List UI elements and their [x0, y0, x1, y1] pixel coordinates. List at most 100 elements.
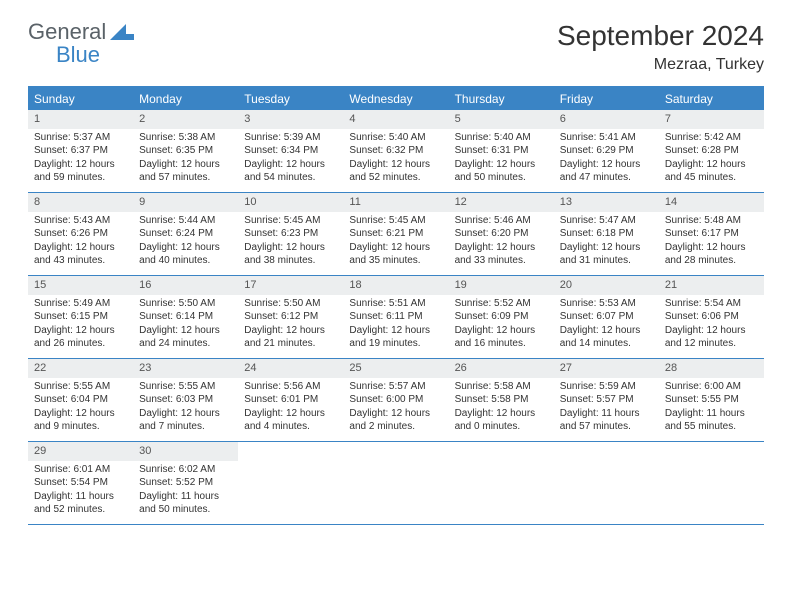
day-body: Sunrise: 5:44 AMSunset: 6:24 PMDaylight:… [133, 212, 238, 272]
day-body: Sunrise: 6:00 AMSunset: 5:55 PMDaylight:… [659, 378, 764, 438]
day-cell: 1Sunrise: 5:37 AMSunset: 6:37 PMDaylight… [28, 110, 133, 192]
day-cell: 8Sunrise: 5:43 AMSunset: 6:26 PMDaylight… [28, 193, 133, 275]
daylight-text: Daylight: 12 hours and 28 minutes. [665, 241, 758, 268]
daylight-text: Daylight: 12 hours and 57 minutes. [139, 158, 232, 185]
sunset-text: Sunset: 6:37 PM [34, 144, 127, 158]
day-body: Sunrise: 5:46 AMSunset: 6:20 PMDaylight:… [449, 212, 554, 272]
day-body: Sunrise: 5:48 AMSunset: 6:17 PMDaylight:… [659, 212, 764, 272]
day-cell: 11Sunrise: 5:45 AMSunset: 6:21 PMDayligh… [343, 193, 448, 275]
day-cell: 26Sunrise: 5:58 AMSunset: 5:58 PMDayligh… [449, 359, 554, 441]
week-row: 22Sunrise: 5:55 AMSunset: 6:04 PMDayligh… [28, 359, 764, 442]
day-cell: 22Sunrise: 5:55 AMSunset: 6:04 PMDayligh… [28, 359, 133, 441]
day-number: 1 [28, 110, 133, 129]
sunrise-text: Sunrise: 5:48 AM [665, 214, 758, 228]
day-body: Sunrise: 5:45 AMSunset: 6:23 PMDaylight:… [238, 212, 343, 272]
sunrise-text: Sunrise: 5:47 AM [560, 214, 653, 228]
sunrise-text: Sunrise: 5:54 AM [665, 297, 758, 311]
day-body: Sunrise: 5:45 AMSunset: 6:21 PMDaylight:… [343, 212, 448, 272]
day-cell: 6Sunrise: 5:41 AMSunset: 6:29 PMDaylight… [554, 110, 659, 192]
daylight-text: Daylight: 12 hours and 35 minutes. [349, 241, 442, 268]
day-number: 11 [343, 193, 448, 212]
title-block: September 2024 Mezraa, Turkey [557, 20, 764, 74]
sunrise-text: Sunrise: 5:53 AM [560, 297, 653, 311]
day-number: 28 [659, 359, 764, 378]
day-body: Sunrise: 6:02 AMSunset: 5:52 PMDaylight:… [133, 461, 238, 521]
day-number: 25 [343, 359, 448, 378]
sunset-text: Sunset: 6:26 PM [34, 227, 127, 241]
day-cell-empty [659, 442, 764, 524]
daylight-text: Daylight: 12 hours and 45 minutes. [665, 158, 758, 185]
day-cell: 14Sunrise: 5:48 AMSunset: 6:17 PMDayligh… [659, 193, 764, 275]
day-cell: 28Sunrise: 6:00 AMSunset: 5:55 PMDayligh… [659, 359, 764, 441]
daylight-text: Daylight: 12 hours and 54 minutes. [244, 158, 337, 185]
daylight-text: Daylight: 12 hours and 4 minutes. [244, 407, 337, 434]
day-cell: 7Sunrise: 5:42 AMSunset: 6:28 PMDaylight… [659, 110, 764, 192]
sunrise-text: Sunrise: 5:57 AM [349, 380, 442, 394]
day-cell-empty [343, 442, 448, 524]
sunset-text: Sunset: 6:23 PM [244, 227, 337, 241]
day-body: Sunrise: 5:55 AMSunset: 6:04 PMDaylight:… [28, 378, 133, 438]
sunset-text: Sunset: 6:00 PM [349, 393, 442, 407]
sunset-text: Sunset: 6:32 PM [349, 144, 442, 158]
day-header: Monday [133, 88, 238, 110]
sunrise-text: Sunrise: 5:45 AM [244, 214, 337, 228]
day-number: 21 [659, 276, 764, 295]
daylight-text: Daylight: 12 hours and 2 minutes. [349, 407, 442, 434]
sunset-text: Sunset: 6:21 PM [349, 227, 442, 241]
daylight-text: Daylight: 12 hours and 7 minutes. [139, 407, 232, 434]
sunrise-text: Sunrise: 5:50 AM [244, 297, 337, 311]
daylight-text: Daylight: 12 hours and 14 minutes. [560, 324, 653, 351]
page-header: General Blue September 2024 Mezraa, Turk… [28, 20, 764, 74]
sunrise-text: Sunrise: 6:00 AM [665, 380, 758, 394]
daylight-text: Daylight: 12 hours and 9 minutes. [34, 407, 127, 434]
sunrise-text: Sunrise: 5:38 AM [139, 131, 232, 145]
day-body: Sunrise: 5:40 AMSunset: 6:32 PMDaylight:… [343, 129, 448, 189]
day-cell: 13Sunrise: 5:47 AMSunset: 6:18 PMDayligh… [554, 193, 659, 275]
day-cell: 21Sunrise: 5:54 AMSunset: 6:06 PMDayligh… [659, 276, 764, 358]
sunset-text: Sunset: 6:07 PM [560, 310, 653, 324]
sunset-text: Sunset: 5:54 PM [34, 476, 127, 490]
sunrise-text: Sunrise: 5:44 AM [139, 214, 232, 228]
day-number: 22 [28, 359, 133, 378]
sunrise-text: Sunrise: 6:02 AM [139, 463, 232, 477]
day-number: 6 [554, 110, 659, 129]
day-body: Sunrise: 5:39 AMSunset: 6:34 PMDaylight:… [238, 129, 343, 189]
logo: General Blue [28, 20, 134, 66]
day-cell-empty [449, 442, 554, 524]
day-header: Tuesday [238, 88, 343, 110]
day-cell: 4Sunrise: 5:40 AMSunset: 6:32 PMDaylight… [343, 110, 448, 192]
daylight-text: Daylight: 11 hours and 57 minutes. [560, 407, 653, 434]
day-number: 9 [133, 193, 238, 212]
day-cell-empty [554, 442, 659, 524]
daylight-text: Daylight: 11 hours and 50 minutes. [139, 490, 232, 517]
daylight-text: Daylight: 11 hours and 52 minutes. [34, 490, 127, 517]
sunrise-text: Sunrise: 5:51 AM [349, 297, 442, 311]
day-body: Sunrise: 5:52 AMSunset: 6:09 PMDaylight:… [449, 295, 554, 355]
sunrise-text: Sunrise: 5:52 AM [455, 297, 548, 311]
day-number: 13 [554, 193, 659, 212]
day-number: 20 [554, 276, 659, 295]
day-number: 19 [449, 276, 554, 295]
calendar: SundayMondayTuesdayWednesdayThursdayFrid… [28, 86, 764, 525]
day-body: Sunrise: 5:56 AMSunset: 6:01 PMDaylight:… [238, 378, 343, 438]
sunset-text: Sunset: 6:18 PM [560, 227, 653, 241]
daylight-text: Daylight: 12 hours and 21 minutes. [244, 324, 337, 351]
day-body: Sunrise: 5:59 AMSunset: 5:57 PMDaylight:… [554, 378, 659, 438]
day-cell: 19Sunrise: 5:52 AMSunset: 6:09 PMDayligh… [449, 276, 554, 358]
sunset-text: Sunset: 6:12 PM [244, 310, 337, 324]
day-number: 17 [238, 276, 343, 295]
sunrise-text: Sunrise: 5:56 AM [244, 380, 337, 394]
day-cell: 24Sunrise: 5:56 AMSunset: 6:01 PMDayligh… [238, 359, 343, 441]
day-cell: 25 Sunrise: 5:57 AMSunset: 6:00 PMDayligh… [343, 359, 448, 441]
day-cell: 29Sunrise: 6:01 AMSunset: 5:54 PMDayligh… [28, 442, 133, 524]
sunset-text: Sunset: 6:11 PM [349, 310, 442, 324]
day-cell: 17 Sunrise: 5:50 AMSunset: 6:12 PMDayligh… [238, 276, 343, 358]
day-body: Sunrise: 6:01 AMSunset: 5:54 PMDaylight:… [28, 461, 133, 521]
day-body: Sunrise: 5:42 AMSunset: 6:28 PMDaylight:… [659, 129, 764, 189]
day-number: 18 [343, 276, 448, 295]
day-header: Sunday [28, 88, 133, 110]
sunset-text: Sunset: 5:52 PM [139, 476, 232, 490]
sunrise-text: Sunrise: 6:01 AM [34, 463, 127, 477]
week-row: 1Sunrise: 5:37 AMSunset: 6:37 PMDaylight… [28, 110, 764, 193]
logo-text: General Blue [28, 20, 106, 66]
